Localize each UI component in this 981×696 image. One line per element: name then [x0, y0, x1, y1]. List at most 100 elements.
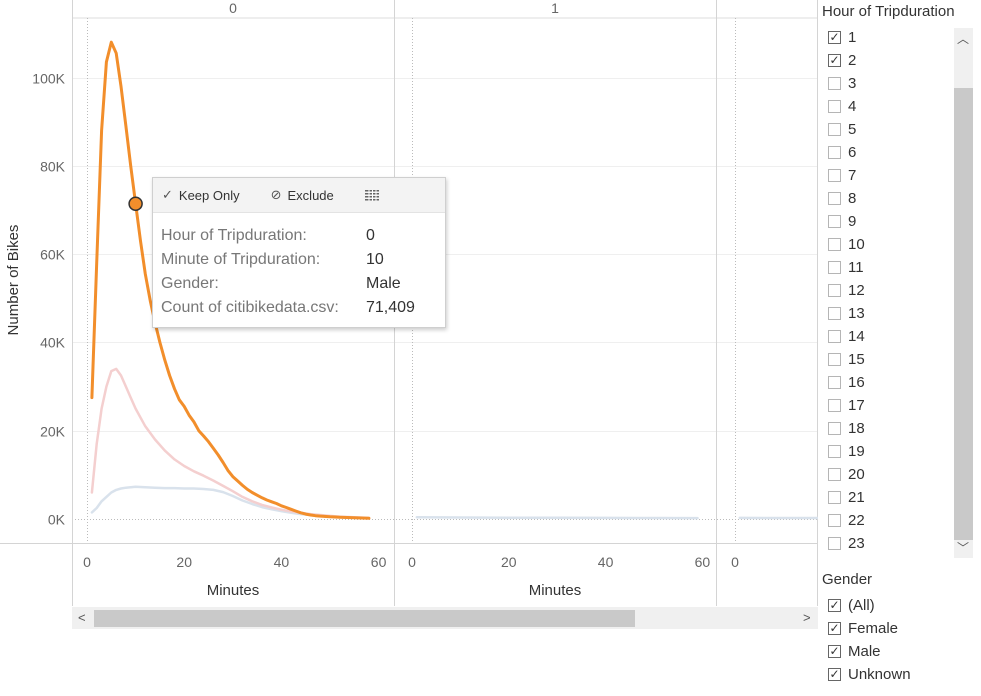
hour-option[interactable]: 4	[828, 96, 856, 116]
hour-option[interactable]: 17	[828, 395, 865, 415]
checkbox-checked-icon[interactable]: ✓	[828, 30, 841, 44]
checkbox-icon[interactable]	[828, 145, 841, 159]
view-data-button[interactable]	[364, 189, 379, 201]
tooltip-key: Hour of Tripduration:	[161, 227, 307, 244]
hour-option-label: 2	[848, 51, 857, 69]
hour-option[interactable]: 13	[828, 303, 865, 323]
hour-option-label: 20	[848, 465, 865, 483]
checkbox-icon[interactable]	[828, 329, 841, 343]
hour-option-label: 23	[848, 534, 865, 552]
hour-option-label: 5	[848, 120, 857, 138]
checkmark-icon: ✓	[162, 187, 173, 202]
scroll-down-icon[interactable]: ﹀	[957, 541, 970, 555]
checkbox-icon[interactable]	[828, 536, 841, 550]
hour-option-label: 13	[848, 304, 865, 322]
gender-option[interactable]: ✓ Unknown	[828, 664, 911, 684]
checkbox-icon[interactable]	[828, 191, 841, 205]
x-axis-title: Minutes	[529, 582, 582, 599]
hour-option[interactable]: 8	[828, 188, 856, 208]
checkbox-icon[interactable]	[828, 352, 841, 366]
hour-option[interactable]: 18	[828, 418, 865, 438]
hour-option[interactable]: 22	[828, 510, 865, 530]
checkbox-icon[interactable]	[828, 421, 841, 435]
tooltip-toolbar: ✓ Keep Only ⊘ Exclude	[153, 178, 445, 213]
checkbox-checked-icon[interactable]: ✓	[828, 644, 841, 658]
hour-option-label: 6	[848, 143, 857, 161]
hour-option[interactable]: 5	[828, 119, 856, 139]
hour-option-label: 3	[848, 74, 857, 92]
y-tick-label: 40K	[40, 335, 66, 351]
checkbox-icon[interactable]	[828, 99, 841, 113]
checkbox-icon[interactable]	[828, 122, 841, 136]
hour-option[interactable]: 12	[828, 280, 865, 300]
checkbox-icon[interactable]	[828, 513, 841, 527]
tooltip-row: Gender: Male	[161, 272, 445, 296]
checkbox-checked-icon[interactable]: ✓	[828, 621, 841, 635]
checkbox-icon[interactable]	[828, 467, 841, 481]
checkbox-icon[interactable]	[828, 260, 841, 274]
hour-option-label: 19	[848, 442, 865, 460]
gender-filter-title: Gender	[822, 571, 873, 588]
x-tick-label: 20	[501, 554, 517, 570]
checkbox-icon[interactable]	[828, 306, 841, 320]
hour-option-label: 8	[848, 189, 857, 207]
checkbox-icon[interactable]	[828, 398, 841, 412]
gender-option-label: Unknown	[848, 665, 911, 683]
checkbox-icon[interactable]	[828, 168, 841, 182]
exclude-button[interactable]: ⊘ Exclude	[271, 187, 334, 203]
x-tick-label: 0	[731, 554, 739, 570]
hour-option[interactable]: 23	[828, 533, 865, 553]
checkbox-checked-icon[interactable]: ✓	[828, 598, 841, 612]
gender-option[interactable]: ✓ Female	[828, 618, 898, 638]
checkbox-checked-icon[interactable]: ✓	[828, 53, 841, 67]
hour-option-label: 12	[848, 281, 865, 299]
hour-option-label: 21	[848, 488, 865, 506]
horizontal-scroll-thumb[interactable]	[94, 610, 635, 627]
exclude-icon: ⊘	[270, 187, 282, 202]
y-tick-label: 80K	[40, 159, 66, 175]
keep-only-button[interactable]: ✓ Keep Only	[162, 187, 240, 203]
tooltip-value: 71,409	[366, 299, 415, 316]
scroll-left-icon[interactable]: <	[78, 610, 86, 625]
hour-option-label: 15	[848, 350, 865, 368]
x-axis-title: Minutes	[207, 582, 260, 599]
scroll-up-icon[interactable]: ︿	[957, 32, 970, 46]
gender-option[interactable]: ✓ Male	[828, 641, 881, 661]
tooltip-value: 0	[366, 227, 375, 244]
hour-option[interactable]: 15	[828, 349, 865, 369]
x-tick-label: 40	[598, 554, 614, 570]
checkbox-icon[interactable]	[828, 375, 841, 389]
hour-option[interactable]: 20	[828, 464, 865, 484]
hour-filter-scrollbar[interactable]: ︿ ﹀	[954, 28, 973, 558]
hour-option-label: 11	[848, 258, 864, 276]
hour-option-label: 10	[848, 235, 865, 253]
horizontal-scrollbar[interactable]: < >	[72, 607, 818, 629]
checkbox-icon[interactable]	[828, 214, 841, 228]
checkbox-icon[interactable]	[828, 490, 841, 504]
checkbox-checked-icon[interactable]: ✓	[828, 667, 841, 681]
hour-option[interactable]: 7	[828, 165, 856, 185]
hour-option-label: 14	[848, 327, 865, 345]
hour-option[interactable]: ✓ 1	[828, 27, 856, 47]
hour-option[interactable]: 9	[828, 211, 856, 231]
y-tick-label: 60K	[40, 247, 66, 263]
gender-option[interactable]: ✓ (All)	[828, 595, 875, 615]
hour-option[interactable]: ✓ 2	[828, 50, 856, 70]
checkbox-icon[interactable]	[828, 444, 841, 458]
x-tick-label: 0	[83, 554, 91, 570]
checkbox-icon[interactable]	[828, 76, 841, 90]
hour-option[interactable]: 14	[828, 326, 865, 346]
hour-option[interactable]: 6	[828, 142, 856, 162]
x-tick-label: 0	[408, 554, 416, 570]
hour-option[interactable]: 10	[828, 234, 865, 254]
hour-option[interactable]: 16	[828, 372, 865, 392]
hour-option[interactable]: 19	[828, 441, 865, 461]
checkbox-icon[interactable]	[828, 237, 841, 251]
hour-option[interactable]: 3	[828, 73, 856, 93]
scroll-right-icon[interactable]: >	[803, 610, 811, 625]
hour-option[interactable]: 11	[828, 257, 864, 277]
checkbox-icon[interactable]	[828, 283, 841, 297]
hour-filter-scroll-thumb[interactable]	[954, 88, 973, 540]
hour-option[interactable]: 21	[828, 487, 865, 507]
